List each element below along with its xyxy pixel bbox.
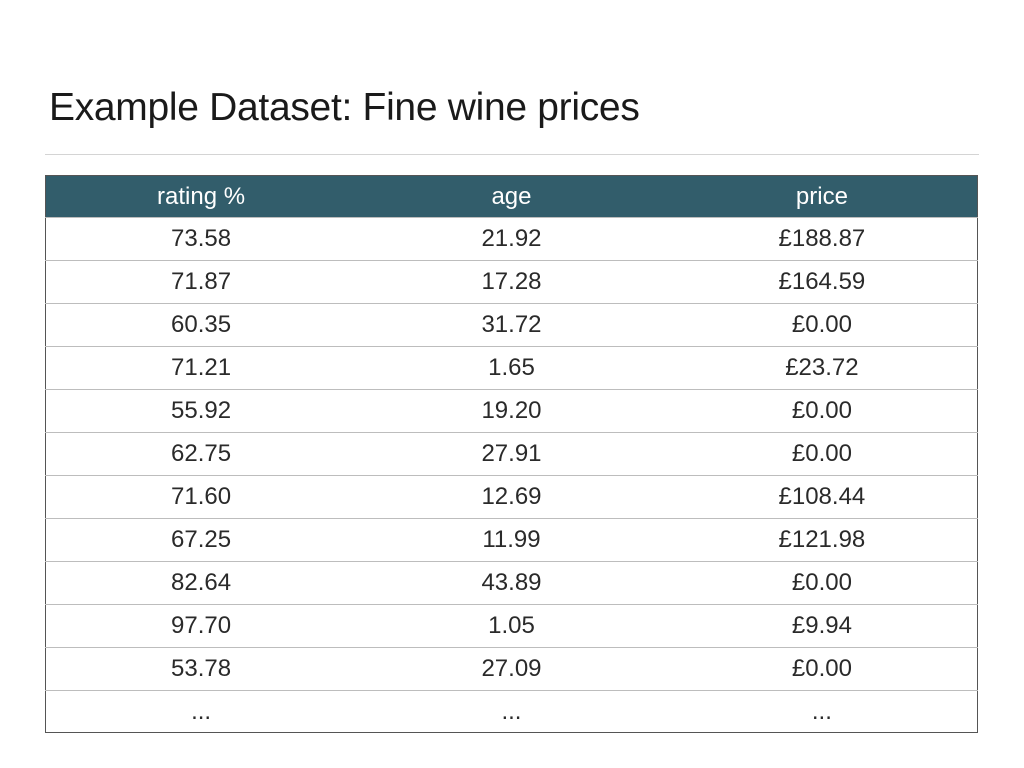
table-row: 55.92 19.20 £0.00 (45, 389, 978, 433)
cell-age: 27.91 (356, 432, 667, 476)
table-row: 71.21 1.65 £23.72 (45, 346, 978, 390)
cell-age: 17.28 (356, 260, 667, 304)
cell-age: 1.05 (356, 604, 667, 648)
table-header: rating % age price (45, 175, 978, 218)
cell-price: ... (666, 690, 978, 733)
column-header-age: age (356, 175, 667, 218)
table-row: 73.58 21.92 £188.87 (45, 217, 978, 261)
table-row-ellipsis: ... ... ... (45, 690, 978, 733)
table-row: 62.75 27.91 £0.00 (45, 432, 978, 476)
table-row: 82.64 43.89 £0.00 (45, 561, 978, 605)
table-row: 53.78 27.09 £0.00 (45, 647, 978, 691)
table-row: 97.70 1.05 £9.94 (45, 604, 978, 648)
cell-age: 21.92 (356, 217, 667, 261)
table-body: 73.58 21.92 £188.87 71.87 17.28 £164.59 … (45, 217, 978, 733)
cell-rating: 62.75 (45, 432, 357, 476)
table-row: 71.60 12.69 £108.44 (45, 475, 978, 519)
cell-rating: 82.64 (45, 561, 357, 605)
cell-age: 11.99 (356, 518, 667, 562)
table-row: 71.87 17.28 £164.59 (45, 260, 978, 304)
cell-age: 12.69 (356, 475, 667, 519)
cell-rating: 97.70 (45, 604, 357, 648)
cell-rating: 71.21 (45, 346, 357, 390)
cell-price: £0.00 (666, 432, 978, 476)
cell-rating: 55.92 (45, 389, 357, 433)
cell-rating: 60.35 (45, 303, 357, 347)
cell-price: £121.98 (666, 518, 978, 562)
cell-price: £108.44 (666, 475, 978, 519)
cell-price: £0.00 (666, 647, 978, 691)
cell-age: 31.72 (356, 303, 667, 347)
cell-rating: 71.60 (45, 475, 357, 519)
cell-age: 19.20 (356, 389, 667, 433)
cell-age: 43.89 (356, 561, 667, 605)
cell-price: £0.00 (666, 303, 978, 347)
wine-prices-table: rating % age price 73.58 21.92 £188.87 7… (45, 175, 978, 733)
cell-price: £0.00 (666, 389, 978, 433)
cell-rating: 71.87 (45, 260, 357, 304)
cell-age: 1.65 (356, 346, 667, 390)
cell-price: £188.87 (666, 217, 978, 261)
column-header-rating: rating % (45, 175, 357, 218)
cell-rating: 67.25 (45, 518, 357, 562)
table-row: 67.25 11.99 £121.98 (45, 518, 978, 562)
header-row: rating % age price (45, 175, 978, 218)
title-divider (45, 154, 979, 155)
cell-age: ... (356, 690, 667, 733)
slide-title: Example Dataset: Fine wine prices (49, 86, 640, 129)
cell-age: 27.09 (356, 647, 667, 691)
column-header-price: price (666, 175, 978, 218)
cell-price: £23.72 (666, 346, 978, 390)
cell-price: £164.59 (666, 260, 978, 304)
cell-rating: ... (45, 690, 357, 733)
cell-price: £0.00 (666, 561, 978, 605)
cell-rating: 73.58 (45, 217, 357, 261)
table-row: 60.35 31.72 £0.00 (45, 303, 978, 347)
cell-price: £9.94 (666, 604, 978, 648)
cell-rating: 53.78 (45, 647, 357, 691)
